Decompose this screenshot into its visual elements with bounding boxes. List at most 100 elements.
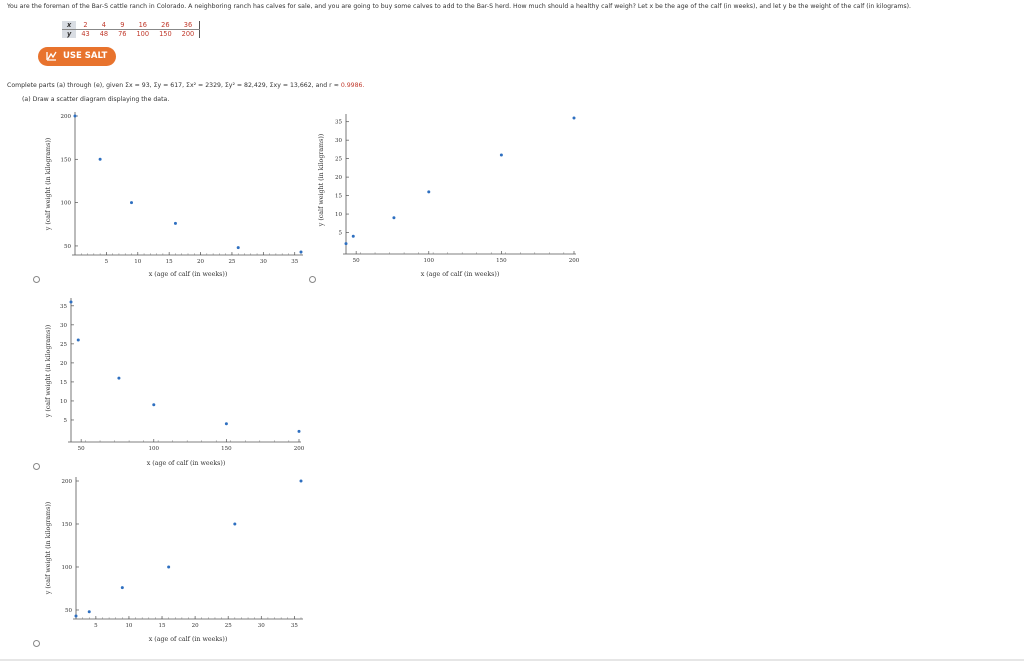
bottom-divider	[0, 659, 1024, 661]
y-tick-label: 150	[62, 522, 73, 528]
x-tick-label: 200	[294, 446, 305, 452]
y-tick-label: 15	[335, 194, 342, 200]
table-header-y: y	[62, 29, 77, 38]
x-tick-label: 100	[149, 446, 160, 452]
x-tick-label: 10	[125, 623, 132, 629]
scatter-point	[499, 153, 503, 157]
option-4-radio[interactable]	[33, 640, 40, 647]
scatter-point	[87, 610, 91, 614]
x-tick-label: 35	[291, 259, 298, 265]
x-tick-label: 150	[496, 258, 507, 264]
table-cell: 26	[154, 21, 177, 30]
y-tick-label: 35	[335, 120, 342, 126]
scatter-point	[120, 586, 124, 590]
y-tick-label: 25	[60, 342, 67, 348]
x-tick-label: 30	[258, 623, 265, 629]
y-tick-label: 50	[64, 244, 71, 250]
scatter-point	[152, 403, 156, 407]
x-tick-label: 20	[197, 259, 204, 265]
y-axis-label: y (calf weight (in kilograms))	[45, 502, 52, 595]
x-tick-label: 15	[159, 623, 166, 629]
scatter-point	[299, 479, 303, 483]
x-tick-label: 35	[291, 623, 298, 629]
x-axis-label: x (age of calf (in weeks))	[147, 460, 226, 467]
data-table: x 2 4 9 16 26 36 y 43 48 76 100 150 200	[62, 21, 201, 38]
table-cell: 43	[81, 30, 90, 38]
table-header-x: x	[62, 21, 77, 30]
table-cell: 150	[159, 30, 172, 38]
table-cell: 16	[131, 21, 155, 30]
x-tick-label: 5	[94, 623, 98, 629]
table-cell: 76	[118, 30, 127, 38]
x-tick-label: 5	[105, 259, 109, 265]
given-summary: Complete parts (a) through (e), given Σx…	[7, 82, 364, 89]
x-tick-label: 150	[221, 446, 232, 452]
y-tick-label: 35	[60, 304, 67, 310]
table-cell: 9	[113, 21, 132, 30]
y-axis-label: y (calf weight (in kilograms))	[45, 138, 52, 231]
y-tick-label: 50	[65, 608, 72, 614]
y-tick-label: 30	[60, 323, 67, 329]
scatter-option-2: 50 100 150 200 5 10 15 20 25 30 35 x (age of calf (…	[318, 114, 580, 278]
x-tick-label: 25	[228, 259, 235, 265]
y-tick-label: 10	[335, 212, 342, 218]
salt-chart-icon	[46, 51, 57, 61]
table-cell: 48	[99, 30, 109, 38]
scatter-point	[167, 565, 171, 569]
x-tick-label: 100	[424, 258, 435, 264]
problem-statement: You are the foreman of the Bar-S cattle …	[7, 3, 912, 10]
x-tick-label: 50	[353, 258, 360, 264]
scatter-point	[73, 114, 77, 118]
y-tick-label: 100	[62, 565, 73, 571]
table-cell: 2	[76, 21, 95, 30]
option-3-radio[interactable]	[33, 463, 40, 470]
scatter-point	[74, 614, 78, 618]
use-salt-button[interactable]: USE SALT	[38, 47, 116, 66]
table-cell: 200	[176, 29, 201, 38]
y-tick-label: 15	[60, 380, 67, 386]
x-tick-label: 10	[134, 259, 141, 265]
scatter-point	[392, 216, 396, 220]
scatter-point	[236, 246, 240, 250]
y-tick-label: 5	[64, 418, 68, 424]
scatter-point	[76, 338, 80, 342]
y-tick-label: 25	[335, 157, 342, 163]
x-tick-label: 200	[569, 258, 580, 264]
x-tick-label: 30	[260, 259, 267, 265]
y-tick-label: 200	[62, 479, 73, 485]
scatter-point	[69, 300, 73, 304]
x-axis-label: x (age of calf (in weeks))	[149, 636, 228, 643]
option-1-radio[interactable]	[33, 276, 40, 283]
y-tick-label: 10	[60, 399, 67, 405]
scatter-point	[344, 242, 348, 246]
y-axis-label: y (calf weight (in kilograms))	[318, 134, 325, 227]
scatter-point	[297, 429, 301, 433]
given-text: Complete parts (a) through (e), given Σx…	[7, 82, 341, 89]
x-tick-label: 15	[166, 259, 173, 265]
table-cell: 100	[136, 30, 150, 38]
table-row-y: y 43 48 76 100 150 200	[62, 29, 201, 38]
table-cell: 4	[94, 21, 114, 30]
scatter-point	[224, 422, 228, 426]
scatter-point	[572, 116, 576, 120]
y-tick-label: 20	[60, 361, 67, 367]
scatter-point	[233, 522, 237, 526]
y-tick-label: 5	[339, 231, 343, 237]
table-row-x: x 2 4 9 16 26 36	[62, 21, 201, 30]
y-tick-label: 150	[61, 157, 72, 163]
scatter-point	[299, 250, 303, 254]
use-salt-label: USE SALT	[63, 51, 108, 61]
scatter-point	[117, 376, 121, 380]
scatter-point	[130, 201, 133, 205]
table-cell: 36	[176, 21, 201, 30]
y-tick-label: 20	[335, 175, 342, 181]
scatter-point	[173, 221, 177, 225]
part-a-prompt: (a) Draw a scatter diagram displaying th…	[22, 96, 170, 103]
y-tick-label: 30	[335, 138, 342, 144]
r-value: 0.9986.	[340, 82, 365, 89]
scatter-point	[351, 234, 355, 238]
option-2-radio[interactable]	[309, 276, 316, 283]
scatter-option-1: 5 10 15 20 25 30 35 50 100 150 200 x (age of calf (…	[45, 112, 303, 278]
scatter-option-4: 5 10 15 20 25 30 35 50 100 150 200 x (age of calf (…	[45, 477, 303, 643]
x-axis-label: x (age of calf (in weeks))	[149, 271, 228, 278]
